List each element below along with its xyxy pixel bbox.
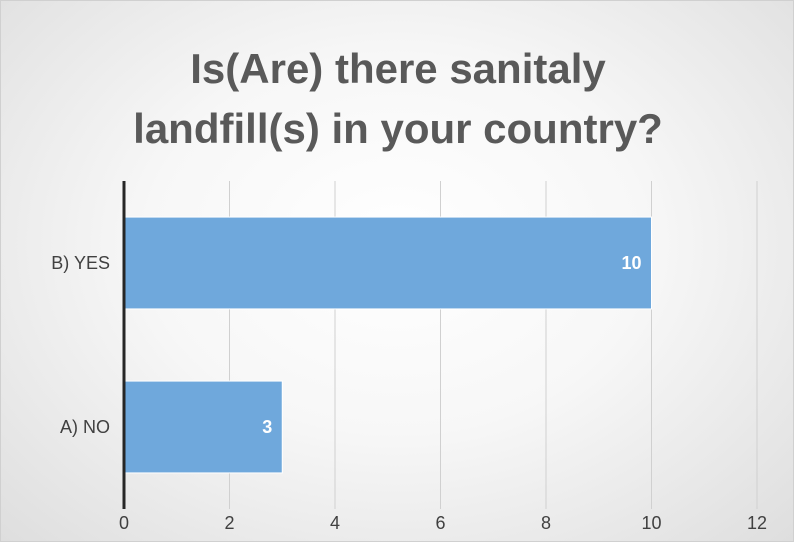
data-label-1: 3 [262,417,272,437]
x-tick-label-6: 6 [435,513,445,533]
x-tick-label-8: 8 [541,513,551,533]
x-tick-label-0: 0 [119,513,129,533]
category-label-1: A) NO [60,417,110,437]
x-tick-label-12: 12 [747,513,767,533]
data-label-0: 10 [621,253,641,273]
category-label-0: B) YES [51,253,110,273]
x-tick-label-2: 2 [224,513,234,533]
bar-0 [124,217,652,309]
bar-1 [124,381,282,473]
x-tick-label-4: 4 [330,513,340,533]
x-tick-label-10: 10 [641,513,661,533]
